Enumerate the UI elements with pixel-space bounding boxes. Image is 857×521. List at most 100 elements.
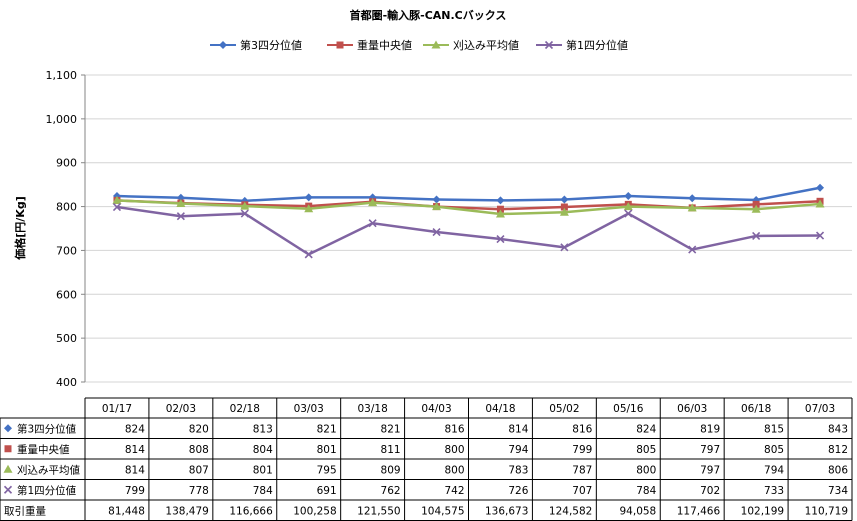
legend-label-1: 重量中央値 xyxy=(357,38,412,52)
data-point xyxy=(560,195,569,204)
table-legend-key xyxy=(4,424,12,433)
data-point xyxy=(687,203,697,212)
x-tick-label: 04/03 xyxy=(421,403,451,415)
y-tick-label: 600 xyxy=(56,288,77,301)
series-line-2 xyxy=(116,199,821,216)
table-cell: 136,673 xyxy=(485,505,528,517)
chart-title: 首都圏-輸入豚-CAN.Cバックス xyxy=(350,8,507,22)
table-legend-key xyxy=(3,485,13,494)
table-cell: 702 xyxy=(700,485,720,497)
table-cell: 726 xyxy=(508,485,528,497)
table-cell: 117,466 xyxy=(677,505,721,517)
data-point xyxy=(176,199,186,208)
table-cell: 814 xyxy=(508,423,528,435)
table-cell: 733 xyxy=(764,485,784,497)
table-cell: 794 xyxy=(764,464,784,476)
data-point xyxy=(368,198,378,207)
data-point xyxy=(495,209,505,218)
data-point xyxy=(752,231,761,241)
table-cell: 806 xyxy=(828,464,848,476)
table-cell: 94,058 xyxy=(620,505,657,517)
data-point xyxy=(623,202,633,211)
table-cell: 102,199 xyxy=(741,505,784,517)
y-tick-label: 1,100 xyxy=(46,69,78,82)
table-cell: 824 xyxy=(636,423,656,435)
data-point xyxy=(624,209,633,218)
x-tick-label: 04/18 xyxy=(485,403,515,415)
data-point xyxy=(560,243,569,252)
legend-label-2: 刈込み平均値 xyxy=(453,39,519,52)
table-cell: 124,582 xyxy=(549,505,592,517)
legend-label-0: 第3四分位値 xyxy=(240,38,302,52)
data-point xyxy=(112,202,122,212)
table-cell: 784 xyxy=(253,485,273,497)
data-table: 01/17 02/03 02/18 03/03 03/18 04/03 04/18 05/02… xyxy=(0,397,853,521)
y-axis-label: 価格[円/Kg] xyxy=(13,196,27,260)
table-cell: 797 xyxy=(700,464,720,476)
table-cell: 819 xyxy=(700,423,720,435)
table-cell: 104,575 xyxy=(421,505,464,517)
x-tick-label: 05/16 xyxy=(613,403,644,415)
table-cell: 800 xyxy=(444,464,464,476)
x-tick-label: 05/02 xyxy=(549,403,579,415)
table-cell: 814 xyxy=(125,444,145,456)
table-cell: 805 xyxy=(636,444,656,456)
data-point xyxy=(560,203,568,211)
table-cell: 814 xyxy=(125,464,145,476)
table-cell: 804 xyxy=(253,444,273,456)
table-cell: 820 xyxy=(189,423,209,435)
table-row-label: 取引重量 xyxy=(4,504,46,517)
table-cell: 843 xyxy=(828,423,848,435)
data-point xyxy=(432,195,441,204)
table-cell: 742 xyxy=(444,485,464,497)
legend-label-3: 第1四分位値 xyxy=(566,38,628,52)
table-cell: 816 xyxy=(572,423,592,435)
y-tick-label: 800 xyxy=(56,201,77,214)
table-cell: 138,479 xyxy=(165,505,208,517)
legend: 第3四分位値 重量中央値 刈込み平均値 第1四分位値 xyxy=(210,38,628,52)
data-point xyxy=(368,219,377,228)
y-axis-ticks: 400 500 600 700 800 900 1,000 1,100 xyxy=(46,69,86,389)
table-cell: 121,550 xyxy=(357,505,400,517)
data-point xyxy=(559,207,569,216)
data-point xyxy=(112,195,122,204)
table-cell: 100,258 xyxy=(293,505,336,517)
table-cell: 784 xyxy=(636,485,656,497)
table-cell: 824 xyxy=(125,423,145,435)
table-cell: 787 xyxy=(572,464,592,476)
table-cell: 795 xyxy=(317,464,337,476)
table-row-label: 第1四分位値 xyxy=(17,484,77,497)
data-point xyxy=(751,204,761,213)
y-tick-label: 400 xyxy=(56,376,77,389)
y-tick-label: 700 xyxy=(56,244,77,257)
table-cell: 807 xyxy=(189,464,209,476)
table-cell: 821 xyxy=(381,423,401,435)
table-cell: 801 xyxy=(317,444,337,456)
data-point xyxy=(304,204,314,213)
data-point xyxy=(624,192,633,201)
series-2 xyxy=(112,195,825,218)
table-cell: 813 xyxy=(253,423,273,435)
series-line-3 xyxy=(116,205,821,256)
x-tick-label: 01/17 xyxy=(102,403,132,415)
x-tick-label: 07/03 xyxy=(805,403,835,415)
data-point xyxy=(816,183,825,192)
data-point xyxy=(752,200,760,208)
table-cell: 805 xyxy=(764,444,784,456)
table-cell: 800 xyxy=(444,444,464,456)
table-cell: 116,666 xyxy=(229,505,273,517)
table-cell: 811 xyxy=(381,444,401,456)
x-tick-label: 02/18 xyxy=(230,403,260,415)
table-cell: 734 xyxy=(828,485,848,497)
table-cell: 762 xyxy=(381,485,401,497)
data-point xyxy=(688,245,697,254)
x-tick-label: 02/03 xyxy=(166,403,196,415)
data-point xyxy=(815,231,825,240)
table-cell: 801 xyxy=(253,464,273,476)
table-cell: 81,448 xyxy=(108,505,145,517)
legend-marker-0 xyxy=(219,41,227,49)
series-3 xyxy=(112,202,825,259)
data-point xyxy=(496,234,505,244)
y-tick-label: 900 xyxy=(56,157,77,170)
